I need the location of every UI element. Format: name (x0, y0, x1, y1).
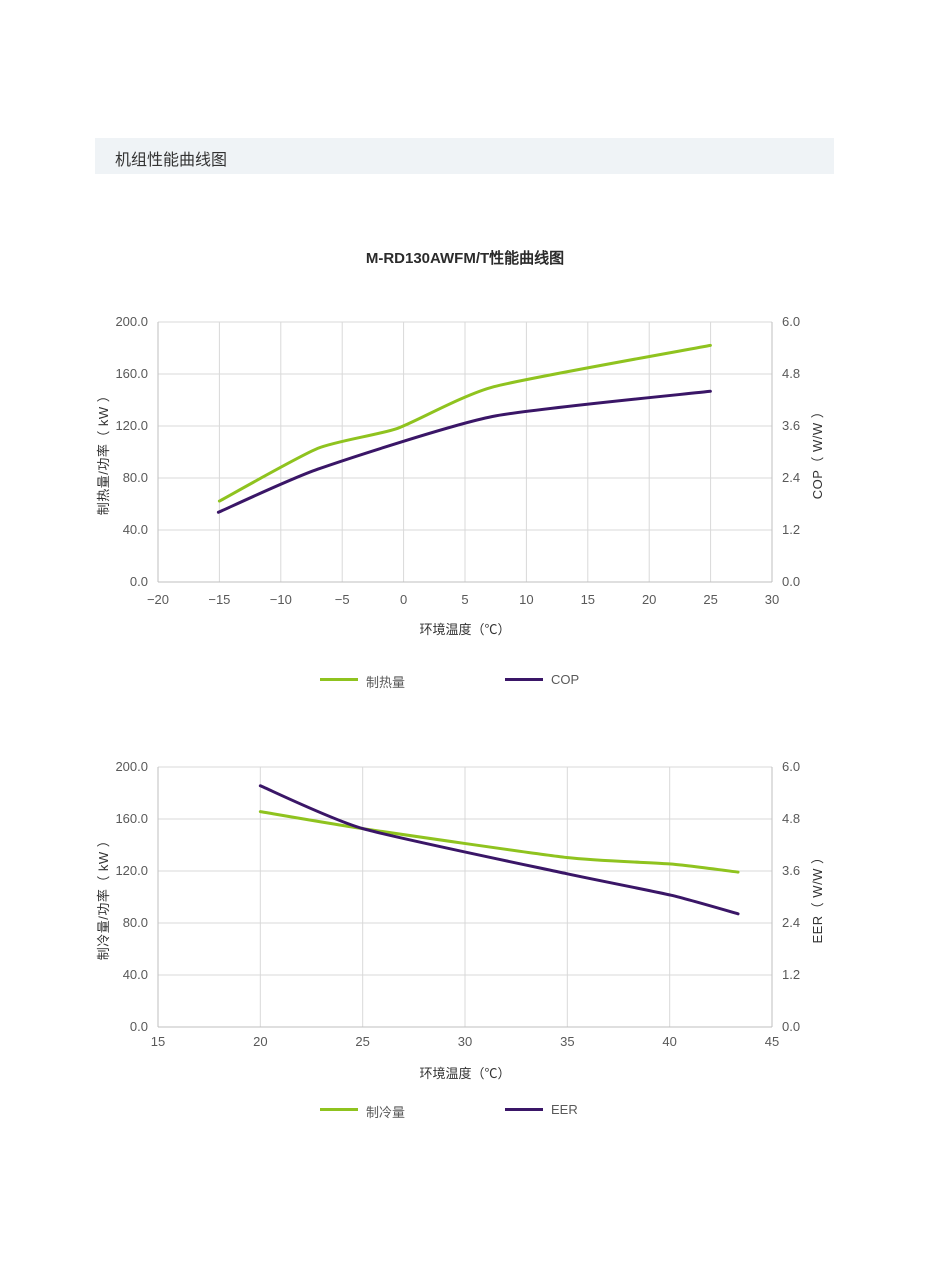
svg-text:0.0: 0.0 (130, 1019, 148, 1034)
svg-text:4.8: 4.8 (782, 811, 800, 826)
svg-text:160.0: 160.0 (115, 811, 148, 826)
svg-text:2.4: 2.4 (782, 470, 800, 485)
svg-text:200.0: 200.0 (115, 759, 148, 774)
svg-text:200.0: 200.0 (115, 314, 148, 329)
svg-text:2.4: 2.4 (782, 915, 800, 930)
svg-text:5: 5 (461, 592, 468, 607)
svg-text:制冷量/功率（ kW ）: 制冷量/功率（ kW ） (96, 834, 111, 961)
svg-text:20: 20 (253, 1034, 267, 1049)
svg-text:0.0: 0.0 (782, 574, 800, 589)
svg-text:0.0: 0.0 (130, 574, 148, 589)
svg-text:−20: −20 (147, 592, 169, 607)
svg-text:环境温度（℃）: 环境温度（℃） (419, 1066, 510, 1081)
svg-text:3.6: 3.6 (782, 418, 800, 433)
svg-text:EER（ W/W ）: EER（ W/W ） (810, 850, 825, 943)
svg-text:30: 30 (765, 592, 779, 607)
svg-text:15: 15 (151, 1034, 165, 1049)
svg-text:−5: −5 (335, 592, 350, 607)
svg-text:0.0: 0.0 (782, 1019, 800, 1034)
svg-text:25: 25 (355, 1034, 369, 1049)
svg-text:40.0: 40.0 (123, 967, 148, 982)
svg-text:30: 30 (458, 1034, 472, 1049)
svg-text:25: 25 (703, 592, 717, 607)
svg-text:−10: −10 (270, 592, 292, 607)
svg-text:120.0: 120.0 (115, 863, 148, 878)
svg-text:1.2: 1.2 (782, 967, 800, 982)
svg-text:160.0: 160.0 (115, 366, 148, 381)
svg-text:6.0: 6.0 (782, 759, 800, 774)
svg-text:10: 10 (519, 592, 533, 607)
svg-text:4.8: 4.8 (782, 366, 800, 381)
svg-text:15: 15 (581, 592, 595, 607)
svg-text:20: 20 (642, 592, 656, 607)
svg-text:45: 45 (765, 1034, 779, 1049)
svg-text:环境温度（℃）: 环境温度（℃） (419, 622, 510, 637)
svg-text:35: 35 (560, 1034, 574, 1049)
svg-text:0: 0 (400, 592, 407, 607)
svg-text:3.6: 3.6 (782, 863, 800, 878)
svg-text:1.2: 1.2 (782, 522, 800, 537)
svg-text:40.0: 40.0 (123, 522, 148, 537)
svg-text:40: 40 (662, 1034, 676, 1049)
svg-text:制热量/功率（ kW ）: 制热量/功率（ kW ） (96, 389, 111, 516)
svg-text:6.0: 6.0 (782, 314, 800, 329)
svg-text:80.0: 80.0 (123, 915, 148, 930)
svg-text:COP（ W/W ）: COP（ W/W ） (810, 405, 825, 500)
svg-text:80.0: 80.0 (123, 470, 148, 485)
svg-text:120.0: 120.0 (115, 418, 148, 433)
svg-text:−15: −15 (208, 592, 230, 607)
